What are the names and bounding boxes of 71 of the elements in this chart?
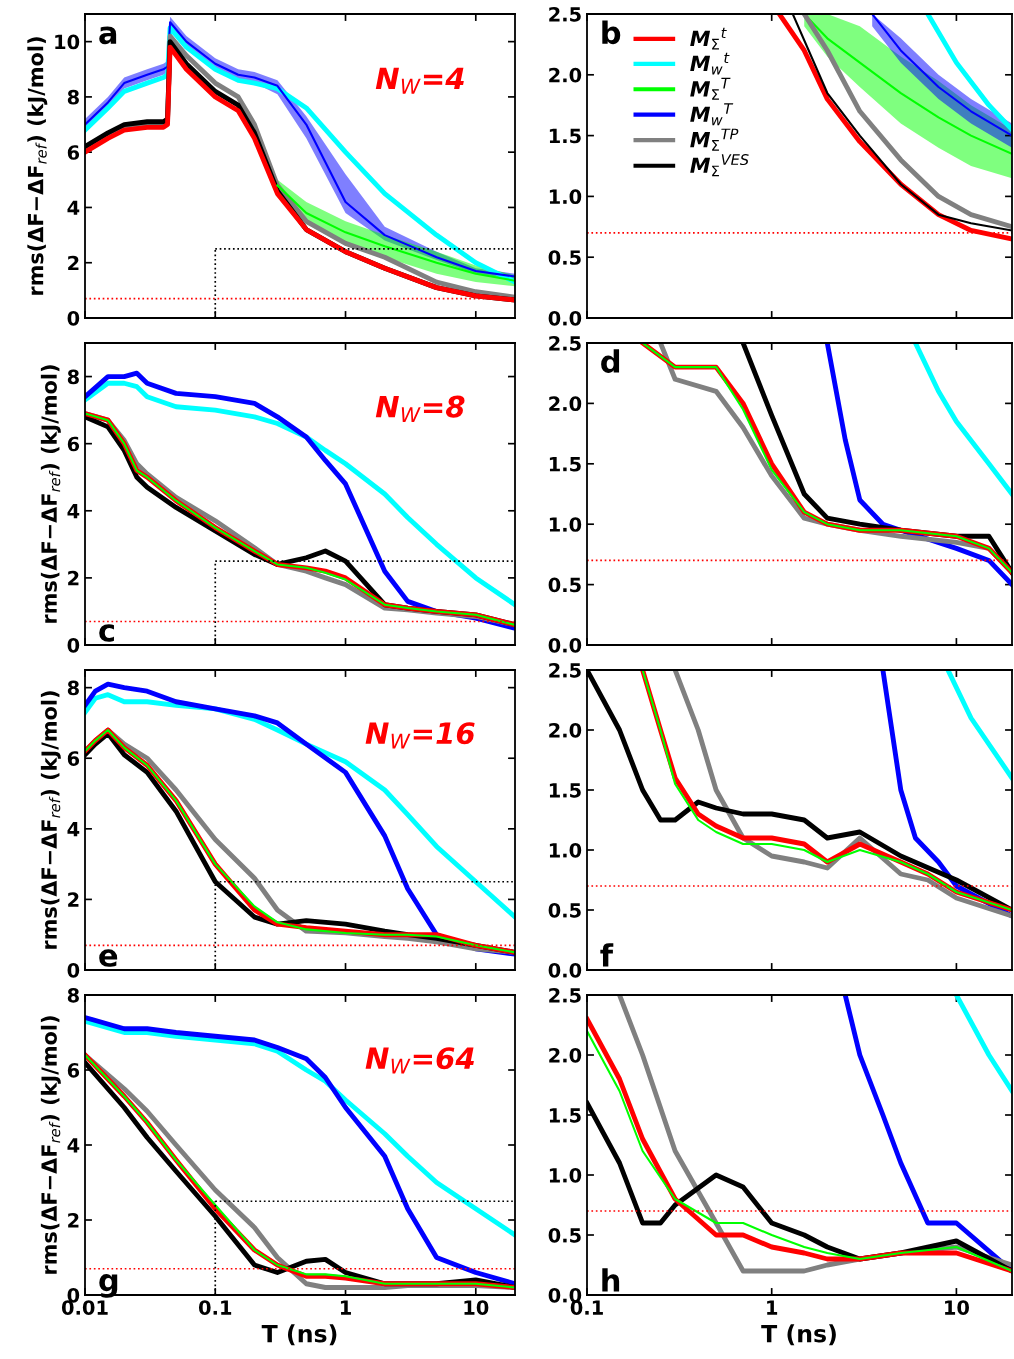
- y-tick-label: 0.5: [548, 577, 581, 593]
- y-tick-label: 2: [68, 570, 79, 586]
- y-tick-label: 2.0: [549, 396, 582, 412]
- x-axis-title: T (ns): [761, 1324, 836, 1346]
- annotation: d: [601, 349, 620, 374]
- y-tick-label: 0: [67, 310, 80, 326]
- y-tick-label: 2.0: [549, 1047, 582, 1063]
- y-axis-title: rms(ΔF−ΔF$_{ref}$) (kJ/mol): [40, 365, 61, 623]
- y-tick-label: 2.5: [549, 987, 581, 1003]
- legend-label: M$_{Σ}$$^{T}$: [690, 77, 731, 100]
- y-tick-label: 2.5: [549, 662, 581, 678]
- annotation: f: [600, 943, 614, 967]
- y-tick-label: 0.5: [548, 250, 581, 265]
- y-tick-label: 4: [67, 503, 80, 519]
- y-tick-label: 8: [67, 680, 79, 696]
- annotation: N$_{W}$=8: [375, 395, 465, 423]
- y-tick-label: 2.0: [549, 722, 582, 738]
- y-tick-label: 1.5: [549, 128, 581, 144]
- annotation: b: [602, 20, 621, 45]
- y-axis-title: rms(ΔF−ΔF$_{ref}$) (kJ/mol): [40, 1016, 61, 1274]
- y-tick-label: 1.5: [549, 783, 581, 798]
- y-tick-label: 0.0: [548, 962, 582, 978]
- y-axis-title: rms(ΔF−ΔF$_{ref}$) (kJ/mol): [40, 691, 61, 949]
- y-tick-label: 6: [67, 751, 80, 766]
- y-tick-label: 0.0: [548, 637, 582, 653]
- legend-label: M$_{w}$$^{T}$: [690, 103, 734, 126]
- x-tick-label: 1: [340, 1300, 351, 1315]
- y-tick-label: 8: [67, 89, 79, 105]
- legend-label: M$_{w}$$^{t}$: [690, 52, 730, 75]
- annotation: a: [99, 26, 117, 45]
- y-axis-title: rms(ΔF−ΔF$_{ref}$) (kJ/mol): [27, 37, 48, 295]
- legend-label: M$_{Σ}$$^{TP}$: [690, 128, 739, 151]
- y-tick-label: 0: [67, 637, 80, 653]
- y-tick-label: 1.5: [549, 1108, 581, 1123]
- y-tick-label: 2.5: [549, 6, 581, 22]
- y-tick-label: 0.5: [548, 1227, 581, 1243]
- y-tick-label: 4: [67, 822, 80, 837]
- annotation: N$_{W}$=4: [375, 67, 464, 94]
- y-tick-label: 2: [68, 1212, 79, 1228]
- legend-label: M$_{Σ}$$^{VES}$: [690, 154, 749, 177]
- y-tick-label: 6: [67, 145, 80, 160]
- y-tick-label: 1.0: [549, 842, 582, 858]
- y-tick-label: 1.0: [549, 1167, 582, 1183]
- y-tick-label: 2: [68, 255, 79, 271]
- y-tick-label: 0.0: [548, 310, 582, 326]
- annotation: c: [99, 624, 114, 642]
- x-tick-label: 10: [464, 1300, 489, 1315]
- y-tick-label: 1.0: [549, 189, 582, 205]
- y-tick-label: 4: [67, 1138, 80, 1153]
- x-axis-title: T (ns): [261, 1324, 337, 1346]
- y-tick-label: 0.5: [548, 902, 581, 918]
- legend-label: M$_{Σ}$$^{t}$: [690, 27, 727, 50]
- x-tick-label: 10: [945, 1300, 969, 1315]
- y-tick-label: 6: [67, 436, 80, 452]
- annotation: e: [99, 949, 118, 967]
- annotation: N$_{W}$=64: [365, 1047, 474, 1074]
- y-tick-label: 1.5: [549, 457, 581, 472]
- y-tick-label: 2.5: [549, 335, 581, 351]
- x-tick-label: 1: [767, 1300, 778, 1315]
- y-tick-label: 10: [55, 34, 80, 50]
- y-tick-label: 6: [67, 1062, 80, 1078]
- y-tick-label: 2: [68, 892, 79, 907]
- annotation: N$_{W}$=16: [365, 722, 475, 749]
- y-tick-label: 8: [67, 987, 79, 1003]
- y-tick-label: 1.0: [549, 517, 582, 532]
- y-tick-label: 0: [67, 962, 80, 978]
- annotation: h: [602, 1268, 620, 1292]
- y-tick-label: 2.0: [549, 67, 582, 83]
- y-tick-label: 8: [67, 369, 79, 385]
- y-tick-label: 4: [67, 200, 80, 215]
- x-tick-label: 0.1: [198, 1300, 232, 1315]
